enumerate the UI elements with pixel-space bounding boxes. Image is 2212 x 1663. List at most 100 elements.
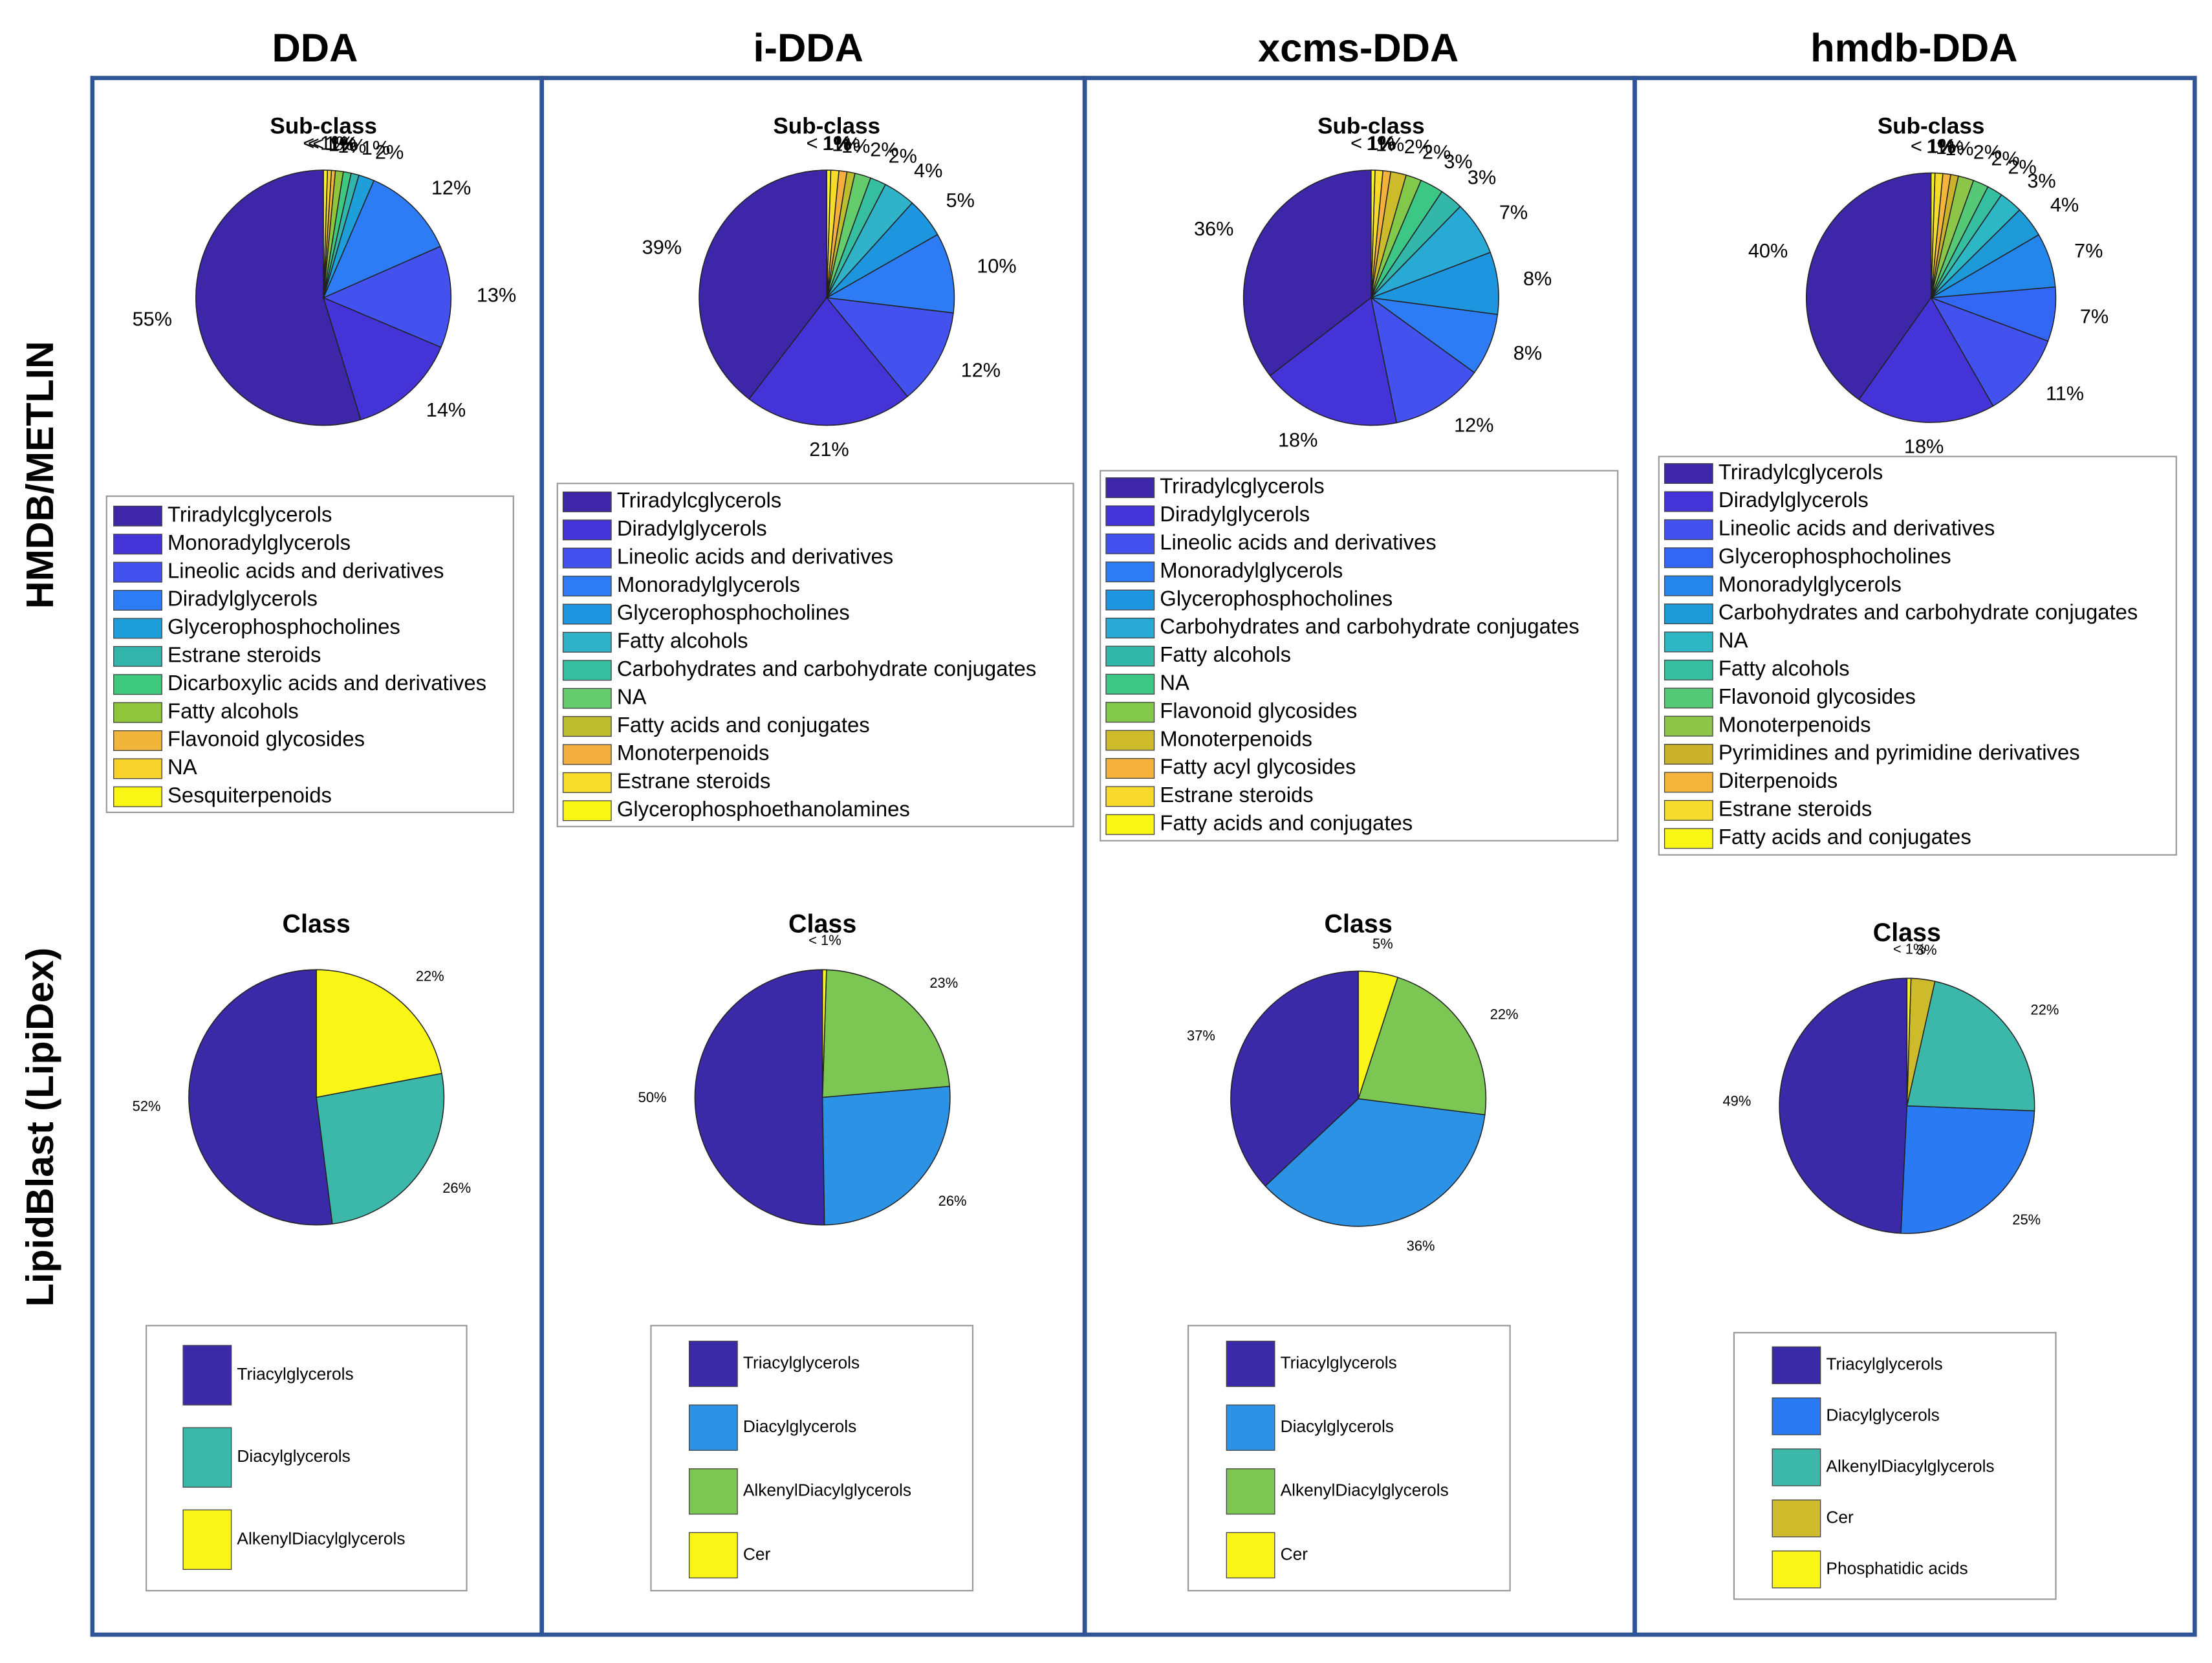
legend-label: Glycerophosphocholines bbox=[1719, 544, 1951, 568]
legend-swatch bbox=[1226, 1340, 1275, 1387]
legend-swatch bbox=[562, 744, 612, 765]
slice-label: 8% bbox=[1513, 342, 1542, 364]
slice-label: 4% bbox=[914, 159, 942, 182]
row-label: HMDB/METLIN bbox=[18, 341, 61, 609]
legend-swatch bbox=[113, 702, 162, 723]
legend-label: Monoradylglycerols bbox=[1719, 572, 1902, 596]
legend-label: Triradylcglycerols bbox=[168, 503, 332, 527]
legend-swatch bbox=[688, 1468, 738, 1515]
slice-label: 2% bbox=[1404, 135, 1433, 158]
legend-label: Glycerophosphoethanolamines bbox=[617, 797, 910, 821]
panel-frame bbox=[1632, 76, 2197, 1637]
pie-slice bbox=[1929, 296, 2049, 407]
legend-label: Dicarboxylic acids and derivatives bbox=[168, 671, 486, 695]
legend-label: Diacylglycerols bbox=[1826, 1406, 1939, 1425]
legend-label: Triradylcglycerols bbox=[1160, 474, 1324, 498]
slice-label: < 1% bbox=[303, 132, 349, 155]
pie-slice bbox=[1358, 970, 1399, 1099]
slice-label: 55% bbox=[133, 307, 172, 330]
legend-swatch bbox=[1105, 617, 1155, 638]
legend-swatch bbox=[688, 1532, 738, 1579]
legend-swatch bbox=[113, 786, 162, 807]
legend-label: Cer bbox=[1826, 1507, 1854, 1527]
legend-swatch bbox=[562, 576, 612, 597]
legend-swatch bbox=[1105, 505, 1155, 527]
pie-slice bbox=[1371, 252, 1499, 316]
pie-slice bbox=[1858, 296, 1994, 423]
pie-slice bbox=[694, 969, 825, 1226]
slice-label: 12% bbox=[961, 358, 1001, 381]
legend-swatch bbox=[113, 618, 162, 639]
slice-label: 1% bbox=[822, 132, 851, 155]
legend-label: Triradylcglycerols bbox=[617, 488, 781, 512]
legend-swatch bbox=[1664, 715, 1713, 737]
slice-label: 1% bbox=[841, 135, 870, 157]
slice-label: 49% bbox=[1722, 1093, 1751, 1109]
slice-label: 3% bbox=[1468, 166, 1496, 188]
legend-swatch bbox=[1105, 646, 1155, 667]
legend-label: Fatty alcohols bbox=[1160, 642, 1291, 666]
legend-swatch bbox=[1664, 744, 1713, 765]
chart-title: Class bbox=[1873, 918, 1941, 947]
legend-swatch bbox=[113, 674, 162, 695]
pie-slice bbox=[322, 180, 441, 299]
slice-label: 3% bbox=[1444, 150, 1472, 173]
pie-slice bbox=[323, 169, 329, 298]
legend-label: Fatty acids and conjugates bbox=[1160, 810, 1413, 834]
slice-label: 52% bbox=[133, 1098, 161, 1114]
slice-label: 18% bbox=[1904, 435, 1944, 457]
slice-label: 1% bbox=[1376, 133, 1404, 155]
legend-label: Fatty acids and conjugates bbox=[617, 713, 870, 737]
pie-slice bbox=[188, 969, 333, 1226]
legend-label: Monoterpenoids bbox=[1719, 712, 1871, 736]
slice-label: 7% bbox=[2080, 305, 2109, 327]
slice-label: 22% bbox=[1490, 1006, 1519, 1022]
legend-box bbox=[1658, 455, 2177, 856]
legend-swatch bbox=[113, 534, 162, 555]
legend-label: Estrane steroids bbox=[168, 642, 321, 666]
pie-slice bbox=[821, 969, 827, 1098]
legend-label: Estrane steroids bbox=[1719, 797, 1872, 821]
slice-label: 2% bbox=[870, 138, 898, 160]
slice-label: 1% bbox=[362, 136, 390, 159]
legend-label: Lineolic acids and derivatives bbox=[1719, 516, 1995, 540]
legend-swatch bbox=[562, 716, 612, 737]
legend-label: Fatty alcohols bbox=[1719, 657, 1850, 680]
slice-label: 3% bbox=[1916, 942, 1937, 958]
legend-swatch bbox=[562, 631, 612, 653]
legend-swatch bbox=[1664, 575, 1713, 596]
legend-label: Estrane steroids bbox=[617, 769, 770, 793]
legend-box bbox=[105, 495, 514, 814]
pie-slice bbox=[1269, 296, 1398, 426]
slice-label: < 1% bbox=[1911, 135, 1957, 157]
legend-label: Glycerophosphocholines bbox=[617, 600, 850, 624]
pie-slice bbox=[1370, 296, 1475, 424]
legend-swatch bbox=[113, 646, 162, 667]
pie-slice bbox=[1779, 977, 1908, 1234]
slice-label: 7% bbox=[1499, 201, 1528, 224]
legend-swatch bbox=[1105, 702, 1155, 723]
slice-label: 18% bbox=[1278, 428, 1317, 451]
legend-label: NA bbox=[1719, 628, 1748, 652]
legend-swatch bbox=[113, 561, 162, 583]
slice-label: 39% bbox=[642, 235, 682, 258]
legend-label: AlkenylDiacylglycerols bbox=[743, 1481, 911, 1500]
pie-slice bbox=[826, 169, 832, 298]
slice-label: 1% bbox=[1926, 135, 1955, 158]
chart-title: Sub-class bbox=[1878, 114, 1985, 139]
legend-swatch bbox=[562, 519, 612, 541]
pie-slice bbox=[825, 297, 954, 398]
pie-slice bbox=[1806, 172, 1932, 400]
slice-label: 26% bbox=[938, 1193, 967, 1209]
legend-swatch bbox=[1664, 547, 1713, 569]
slice-label: 8% bbox=[1523, 267, 1552, 290]
legend-label: Diradylglycerols bbox=[168, 587, 318, 611]
pie-slice bbox=[1242, 169, 1372, 376]
legend-label: NA bbox=[168, 755, 197, 779]
legend-label: Fatty acids and conjugates bbox=[1719, 825, 1971, 849]
pie-slice bbox=[1358, 977, 1487, 1116]
slice-label: 2% bbox=[375, 141, 404, 164]
legend-swatch bbox=[1105, 533, 1155, 554]
legend-label: Diradylglycerols bbox=[1719, 488, 1869, 512]
